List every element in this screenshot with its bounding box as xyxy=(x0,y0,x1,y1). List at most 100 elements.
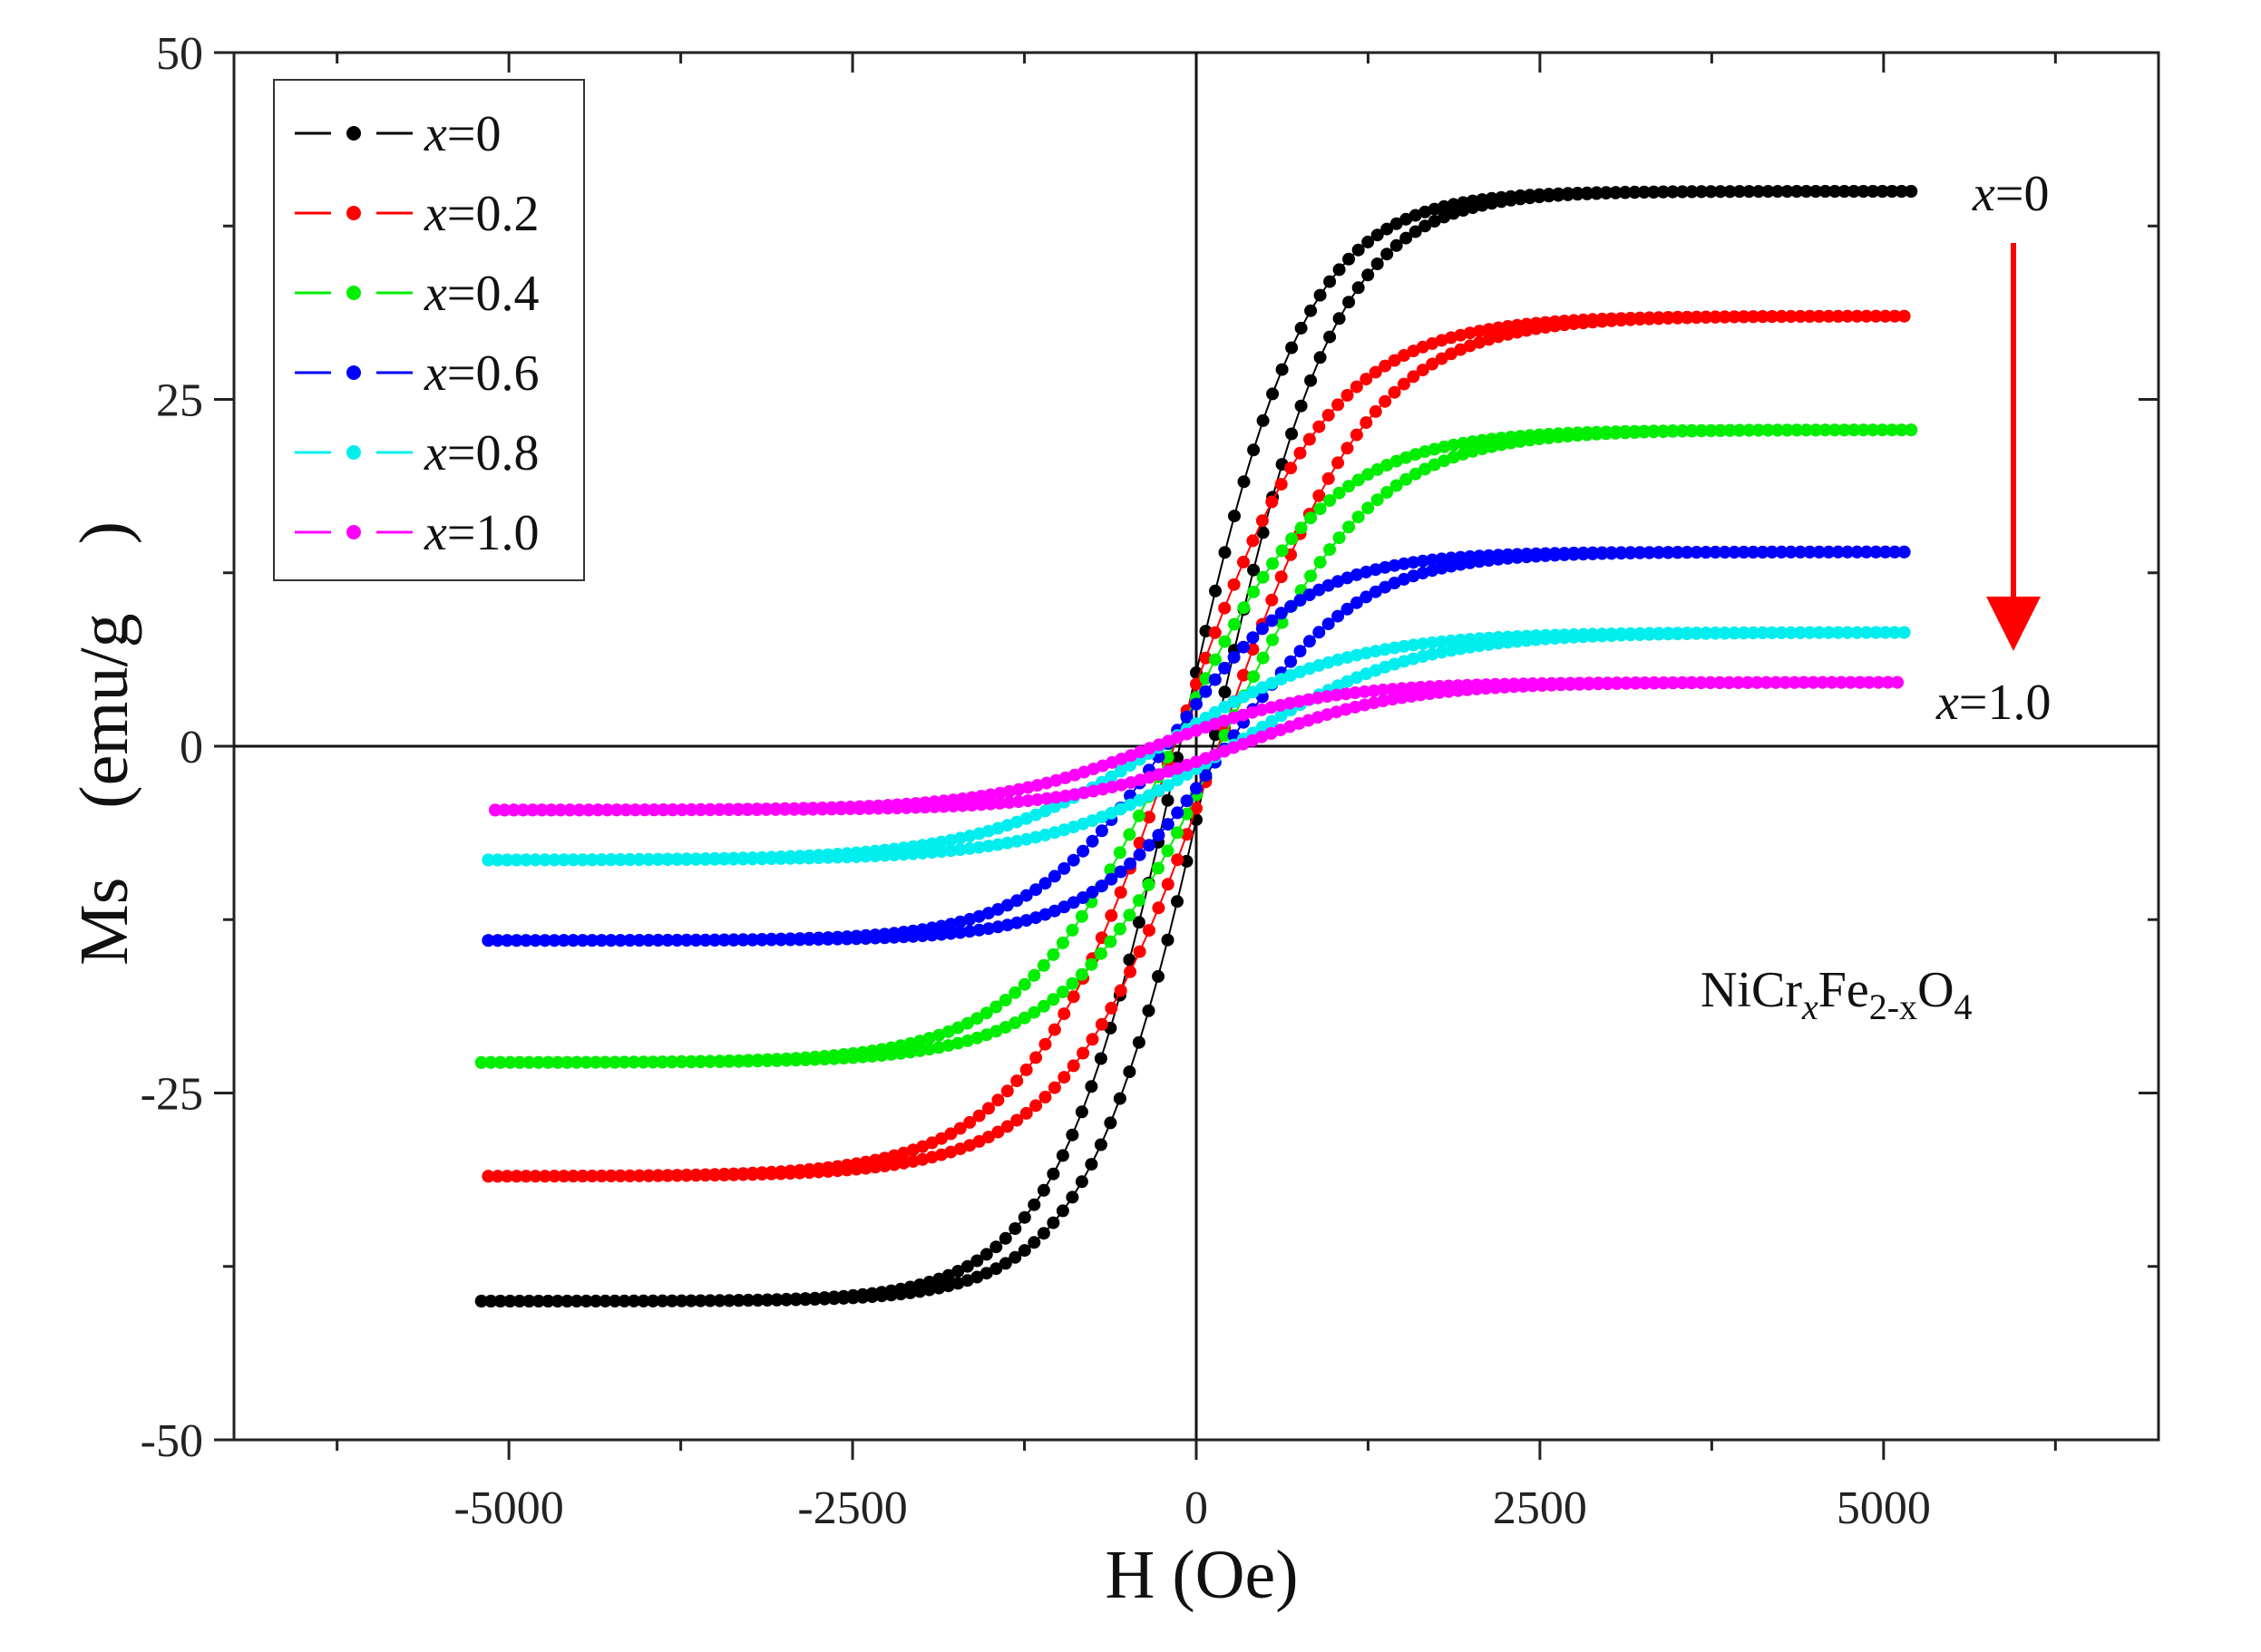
data-point xyxy=(1332,486,1346,500)
data-point xyxy=(1437,199,1451,213)
data-point xyxy=(618,1294,631,1307)
data-point xyxy=(474,1055,488,1069)
legend-entry-4: x=0.8 xyxy=(295,425,539,481)
data-point xyxy=(1085,1080,1098,1093)
data-point xyxy=(1360,416,1373,430)
data-point xyxy=(1323,330,1337,344)
data-point xyxy=(1891,675,1904,689)
data-point xyxy=(742,1293,755,1307)
data-point xyxy=(1520,548,1534,560)
data-point xyxy=(1332,263,1346,277)
data-point xyxy=(887,927,901,940)
data-point xyxy=(1009,1016,1022,1030)
data-point xyxy=(589,1294,602,1307)
data-point xyxy=(609,1294,621,1307)
data-point xyxy=(769,802,783,815)
data-point xyxy=(1123,1065,1136,1079)
data-point xyxy=(1428,202,1441,216)
data-point xyxy=(1086,834,1099,848)
data-point xyxy=(1284,599,1298,613)
data-point xyxy=(1418,462,1432,476)
data-point xyxy=(1047,947,1060,961)
data-point xyxy=(1700,546,1712,559)
data-point xyxy=(1227,578,1241,591)
data-point xyxy=(1822,309,1836,323)
data-point xyxy=(510,1170,523,1183)
data-point xyxy=(1380,459,1394,471)
data-point xyxy=(850,1157,863,1171)
data-point xyxy=(935,845,948,859)
data-point xyxy=(812,1161,825,1175)
legend-box xyxy=(273,79,585,581)
formula-part-1: NiCr xyxy=(1701,962,1802,1018)
data-point xyxy=(1533,188,1546,201)
data-point xyxy=(903,1280,917,1294)
data-point xyxy=(1255,622,1269,636)
data-point xyxy=(704,1054,716,1068)
data-point xyxy=(1695,423,1708,437)
data-point xyxy=(1850,545,1864,559)
data-point xyxy=(1416,637,1429,651)
data-point xyxy=(1895,423,1908,437)
data-point xyxy=(953,843,967,857)
data-point xyxy=(1208,626,1222,639)
data-point xyxy=(541,1295,555,1307)
data-point xyxy=(1321,617,1335,631)
data-point xyxy=(1274,607,1288,620)
data-point xyxy=(1019,889,1033,902)
data-point xyxy=(694,1054,707,1068)
data-point xyxy=(482,934,495,947)
data-point xyxy=(1350,428,1363,442)
data-point xyxy=(770,1293,784,1307)
data-point xyxy=(1388,385,1401,399)
data-point xyxy=(979,1028,993,1042)
data-point xyxy=(869,844,882,858)
data-point xyxy=(1255,690,1269,704)
data-point xyxy=(632,1169,646,1182)
data-point xyxy=(1021,794,1035,808)
data-point xyxy=(1557,315,1571,327)
data-point xyxy=(1284,462,1298,475)
data-point xyxy=(1010,1074,1024,1088)
data-point xyxy=(1633,627,1647,640)
data-point xyxy=(1510,630,1524,643)
data-point xyxy=(1671,310,1684,324)
data-point xyxy=(951,1277,965,1290)
data-point xyxy=(1009,1250,1022,1264)
data-point xyxy=(501,934,514,947)
data-point xyxy=(775,932,788,946)
data-point xyxy=(520,934,532,947)
data-point xyxy=(1132,916,1145,929)
data-point xyxy=(1377,683,1390,696)
data-point xyxy=(1647,424,1661,438)
x-tick-label: 2500 xyxy=(1493,1482,1587,1534)
data-point xyxy=(1473,549,1486,563)
data-point xyxy=(941,1039,955,1053)
series-5 xyxy=(489,675,1904,817)
data-point xyxy=(1718,310,1731,324)
annotation-top-var: x xyxy=(1972,166,1995,222)
data-point xyxy=(1614,546,1628,559)
data-point xyxy=(922,1043,936,1056)
data-point xyxy=(1539,316,1553,329)
data-point xyxy=(535,803,549,817)
data-point xyxy=(1342,252,1356,266)
data-point xyxy=(1482,323,1496,336)
data-point xyxy=(1539,547,1553,560)
data-point xyxy=(963,1115,977,1129)
data-point xyxy=(1380,222,1394,236)
data-point xyxy=(1018,977,1031,991)
data-point xyxy=(1567,314,1581,327)
data-point xyxy=(742,1054,755,1067)
data-point xyxy=(761,1293,775,1307)
data-point xyxy=(1247,443,1261,457)
data-point xyxy=(1075,1175,1088,1189)
data-point xyxy=(698,933,712,947)
data-point xyxy=(1066,923,1079,937)
data-point xyxy=(548,1170,561,1183)
data-point xyxy=(498,803,512,817)
data-point xyxy=(887,1158,901,1171)
data-point xyxy=(1351,473,1365,487)
data-point xyxy=(953,926,967,939)
data-point xyxy=(1690,310,1703,324)
